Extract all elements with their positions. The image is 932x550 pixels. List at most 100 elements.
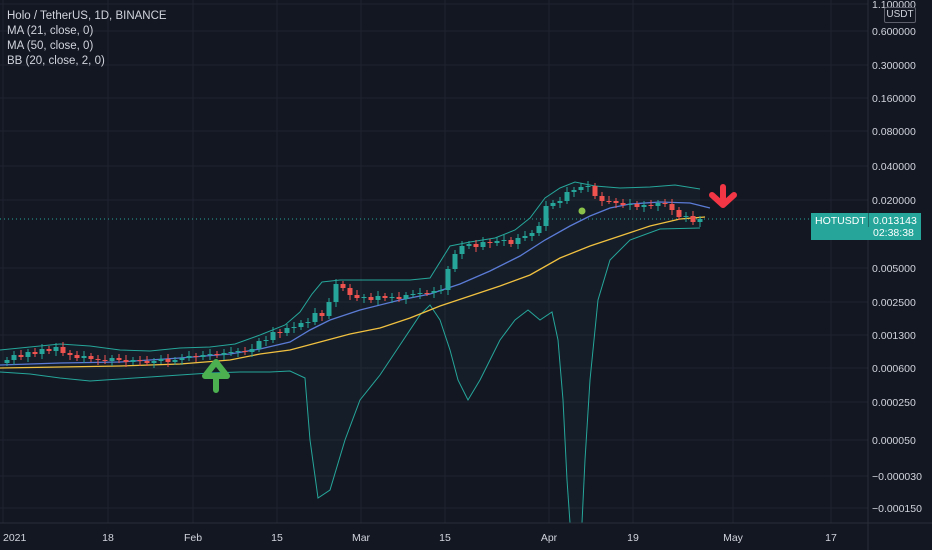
candle-body — [67, 353, 73, 355]
candle-body — [375, 296, 381, 300]
candle-body — [214, 354, 220, 355]
candle-body — [270, 332, 276, 340]
candle-body — [634, 204, 640, 207]
candle-body — [410, 294, 416, 295]
currency-selector[interactable]: USDT — [884, 7, 916, 23]
candle-body — [305, 322, 311, 323]
candle-body — [46, 349, 52, 351]
price-axis-label: 0.160000 — [872, 93, 916, 105]
price-axis-label: 0.000600 — [872, 363, 916, 375]
candle-body — [116, 358, 122, 360]
candle-body — [683, 216, 689, 217]
candle-body — [382, 296, 388, 298]
buy-arrow-icon — [202, 359, 230, 393]
candle-body — [571, 190, 577, 192]
price-axis-label: 0.002500 — [872, 297, 916, 309]
candle-body — [557, 201, 563, 203]
chart-grid — [0, 0, 868, 523]
candle-body — [312, 313, 318, 322]
candle-body — [508, 240, 514, 244]
candle-body — [60, 347, 66, 353]
candle-body — [361, 297, 367, 298]
candle-body — [207, 354, 213, 355]
candle-body — [627, 204, 633, 205]
candle-body — [200, 355, 206, 357]
price-axis-label: 0.005000 — [872, 263, 916, 275]
price-tag-separator — [868, 213, 869, 227]
candle-body — [578, 187, 584, 190]
candle-body — [522, 236, 528, 238]
candle-body — [459, 246, 465, 254]
candle-body — [32, 352, 38, 354]
candle-body — [158, 359, 164, 361]
candle-body — [263, 340, 269, 341]
candle-body — [25, 352, 31, 357]
candle-body — [39, 349, 45, 354]
time-axis-label: 18 — [102, 532, 114, 544]
candle-body — [697, 219, 703, 222]
candle-body — [592, 186, 598, 196]
candle-body — [340, 284, 346, 288]
candle-body — [18, 355, 24, 357]
time-axis-label: 2021 — [3, 532, 27, 544]
candle-body — [130, 360, 136, 362]
candle-body — [123, 360, 129, 362]
candle-body — [221, 353, 227, 355]
candle-body — [676, 210, 682, 217]
price-axis-label: 0.020000 — [872, 195, 916, 207]
candle-body — [662, 203, 668, 204]
time-axis-label: May — [723, 532, 744, 544]
time-axis-label: Feb — [184, 532, 202, 544]
legend-ma21[interactable]: MA (21, close, 0) — [7, 25, 94, 37]
candle-body — [333, 284, 339, 302]
candle-body — [389, 297, 395, 298]
price-tag-value: 0.013143 — [873, 215, 917, 227]
candle-body — [277, 332, 283, 333]
price-tag-symbol: HOTUSDT — [815, 215, 866, 227]
candle-body — [417, 293, 423, 294]
candle-body — [165, 359, 171, 362]
candle-body — [585, 186, 591, 187]
time-axis[interactable]: 2021 18 Feb 15 Mar 15 Apr 19 May 17 — [0, 522, 932, 544]
ma21-line — [0, 201, 711, 366]
price-axis-label: 0.040000 — [872, 161, 916, 173]
candle-body — [228, 352, 234, 353]
candle-body — [501, 240, 507, 241]
candle-body — [319, 313, 325, 316]
sell-arrow-icon — [709, 184, 737, 208]
bollinger-bands — [0, 181, 701, 524]
candle-body — [648, 205, 654, 206]
candle-body — [536, 226, 542, 233]
time-axis-label: 15 — [439, 532, 451, 544]
candle-body — [95, 359, 101, 360]
candle-body — [396, 297, 402, 299]
candle-body — [487, 242, 493, 243]
candle-body — [298, 323, 304, 327]
candle-body — [606, 201, 612, 202]
candle-body — [354, 295, 360, 298]
price-axis-label: 0.000050 — [872, 435, 916, 447]
candle-body — [655, 203, 661, 206]
candle-body — [102, 360, 108, 361]
candlesticks — [4, 181, 703, 368]
price-axis-label: −0.000030 — [872, 471, 922, 483]
candle-body — [179, 358, 185, 360]
chart-legend: Holo / TetherUS, 1D, BINANCE MA (21, clo… — [7, 9, 167, 69]
candle-body — [403, 295, 409, 299]
time-axis-label: 15 — [271, 532, 283, 544]
price-tag-countdown: 02:38:38 — [873, 227, 914, 239]
candle-body — [11, 355, 17, 360]
price-axis-label: 0.080000 — [872, 126, 916, 138]
candle-body — [144, 361, 150, 363]
legend-ma50[interactable]: MA (50, close, 0) — [7, 40, 94, 52]
chart-annotations — [202, 184, 737, 393]
legend-title[interactable]: Holo / TetherUS, 1D, BINANCE — [7, 10, 167, 22]
legend-bb[interactable]: BB (20, close, 2, 0) — [7, 55, 105, 67]
price-axis-label: 0.600000 — [872, 26, 916, 38]
candle-body — [88, 356, 94, 359]
candle-body — [284, 328, 290, 333]
candle-body — [109, 358, 115, 361]
price-axis-label: 0.000250 — [872, 397, 916, 409]
price-axis[interactable]: 1.100000 0.600000 0.300000 0.160000 0.080000… — [867, 0, 922, 550]
